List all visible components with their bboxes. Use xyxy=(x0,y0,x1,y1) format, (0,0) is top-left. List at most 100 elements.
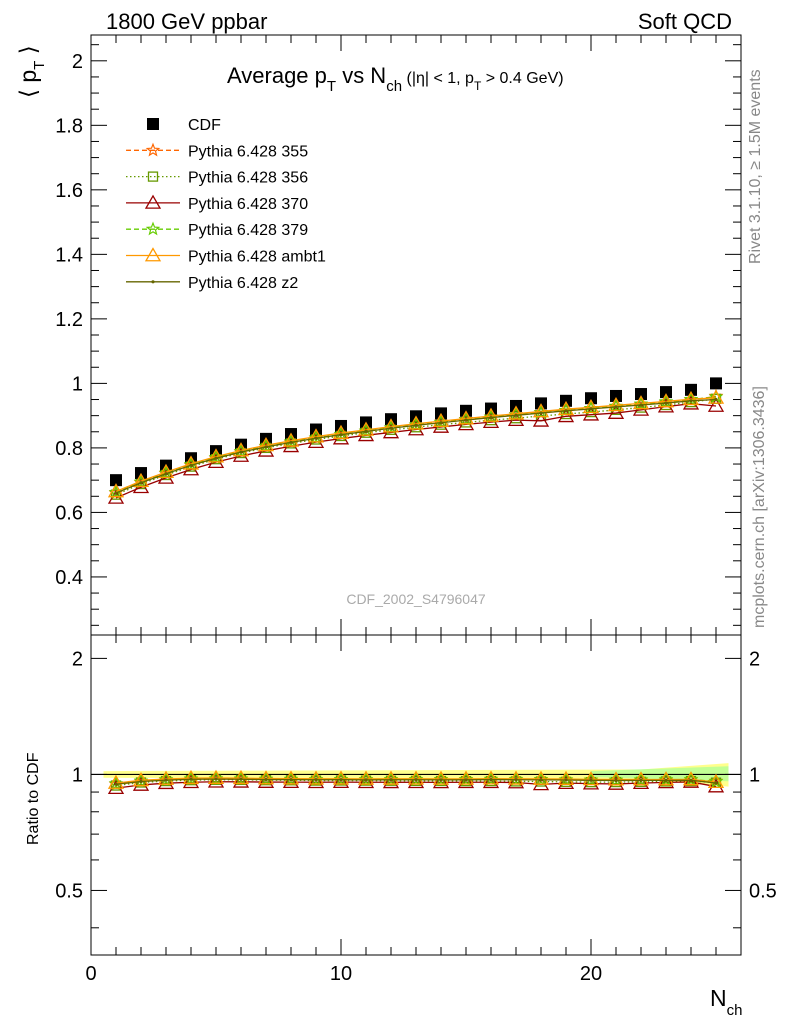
ratio-y-tick-label: 0.5 xyxy=(55,880,83,902)
data-point xyxy=(564,409,568,413)
x-tick-label: 20 xyxy=(580,963,602,985)
data-point xyxy=(439,778,443,782)
y-axis-label: ⟨ pT ⟩ xyxy=(15,45,48,98)
data-point xyxy=(482,773,500,789)
data-point xyxy=(139,481,143,485)
data-point xyxy=(332,773,350,789)
data-point xyxy=(633,772,649,787)
data-point xyxy=(658,772,674,786)
data-point xyxy=(607,771,625,786)
data-point xyxy=(407,770,425,785)
data-point xyxy=(539,411,543,415)
data-point xyxy=(614,405,618,409)
data-point xyxy=(557,770,575,785)
ratio-y-tick-label-right: 0.5 xyxy=(749,880,777,902)
data-point xyxy=(714,781,718,785)
data-point xyxy=(682,390,700,406)
data-point xyxy=(144,247,162,262)
legend-item: Pythia 6.428 355 xyxy=(126,142,308,160)
data-point xyxy=(532,770,550,785)
data-point xyxy=(489,415,493,420)
data-point xyxy=(232,769,250,785)
data-point xyxy=(432,774,450,789)
data-point xyxy=(110,474,122,487)
series-5 xyxy=(107,389,725,498)
data-point xyxy=(539,778,543,782)
data-point xyxy=(408,771,424,786)
data-point xyxy=(208,771,224,785)
y-tick-label: 1.4 xyxy=(55,244,83,266)
data-point xyxy=(258,771,274,786)
data-point xyxy=(714,397,718,402)
data-point xyxy=(232,773,250,788)
data-point xyxy=(407,773,425,789)
data-point xyxy=(151,280,155,284)
legend-label: Pythia 6.428 370 xyxy=(188,196,308,213)
data-point xyxy=(108,484,124,499)
legend-label: Pythia 6.428 z2 xyxy=(188,275,298,292)
data-point xyxy=(132,472,150,488)
data-point xyxy=(239,450,243,454)
data-point xyxy=(508,771,524,786)
data-point xyxy=(107,774,125,789)
data-point xyxy=(482,407,500,422)
data-point xyxy=(132,772,150,787)
data-point xyxy=(589,407,593,411)
data-point xyxy=(382,770,400,785)
legend-item: Pythia 6.428 356 xyxy=(126,170,308,187)
data-point xyxy=(382,418,400,433)
legend-label: Pythia 6.428 355 xyxy=(188,143,308,160)
data-point xyxy=(239,777,243,781)
data-point xyxy=(439,421,443,425)
analysis-watermark: CDF_2002_S4796047 xyxy=(346,591,486,607)
data-point xyxy=(507,774,525,789)
data-point xyxy=(264,777,268,782)
data-point xyxy=(560,394,572,407)
data-point xyxy=(207,769,225,784)
data-point xyxy=(383,771,399,786)
ratio-y-axis-label: Ratio to CDF xyxy=(25,752,42,845)
data-point xyxy=(314,436,318,440)
data-point xyxy=(357,770,375,785)
data-point xyxy=(307,770,325,785)
data-point xyxy=(339,778,343,782)
data-point xyxy=(114,782,118,786)
data-point xyxy=(282,770,300,785)
legend-label: CDF xyxy=(188,117,221,134)
data-point xyxy=(510,776,522,787)
data-point xyxy=(657,771,675,786)
data-point xyxy=(632,771,650,786)
data-point xyxy=(189,463,193,467)
data-point xyxy=(157,770,175,785)
data-point xyxy=(283,771,299,786)
data-point xyxy=(564,778,568,782)
data-point xyxy=(432,770,450,785)
legend-item: Pythia 6.428 370 xyxy=(126,194,308,213)
series-2 xyxy=(110,393,722,500)
data-point xyxy=(339,433,343,437)
data-point xyxy=(332,424,350,439)
ratio-series-layer xyxy=(107,769,725,795)
data-point xyxy=(664,778,668,782)
data-point xyxy=(707,397,725,412)
data-point xyxy=(689,399,693,403)
data-point xyxy=(282,432,300,447)
data-point xyxy=(164,778,168,782)
data-point xyxy=(189,777,193,781)
data-point xyxy=(657,393,675,408)
ratio-y-tick-label: 1 xyxy=(72,764,83,786)
data-point xyxy=(433,772,449,786)
data-point xyxy=(514,413,518,417)
data-point xyxy=(314,778,318,782)
ratio-y-ticks: 0.5 0.5 1 1 2 2 xyxy=(55,648,777,929)
legend-label: Pythia 6.428 356 xyxy=(188,170,308,187)
data-point xyxy=(164,472,168,476)
legend-item: Pythia 6.428 ambt1 xyxy=(126,247,326,266)
data-point xyxy=(257,437,275,452)
ratio-panel: 0.5 0.5 1 1 2 2 0 10 20 Ratio to CDF xyxy=(25,634,777,985)
data-point xyxy=(614,778,618,783)
data-point xyxy=(485,775,497,787)
data-point xyxy=(657,774,675,789)
data-point xyxy=(635,388,647,401)
data-point xyxy=(308,771,324,786)
